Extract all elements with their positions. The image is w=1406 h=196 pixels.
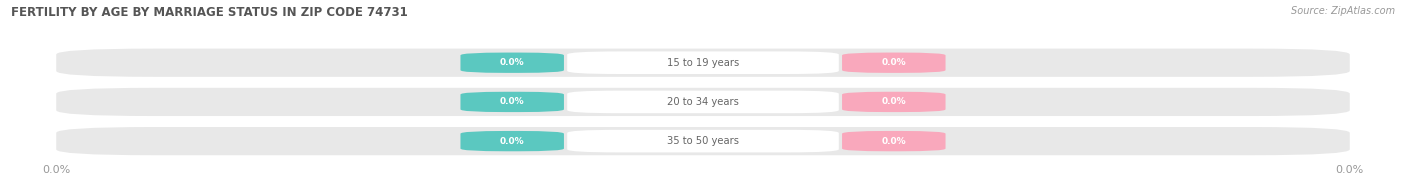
FancyBboxPatch shape [842, 131, 946, 151]
FancyBboxPatch shape [56, 49, 1350, 77]
Text: 0.0%: 0.0% [882, 137, 905, 146]
FancyBboxPatch shape [56, 127, 1350, 155]
Text: 0.0%: 0.0% [501, 58, 524, 67]
FancyBboxPatch shape [567, 130, 839, 152]
FancyBboxPatch shape [461, 131, 564, 151]
Text: 0.0%: 0.0% [882, 58, 905, 67]
Text: 35 to 50 years: 35 to 50 years [666, 136, 740, 146]
FancyBboxPatch shape [842, 92, 946, 112]
Text: 15 to 19 years: 15 to 19 years [666, 58, 740, 68]
Text: 0.0%: 0.0% [501, 97, 524, 106]
FancyBboxPatch shape [842, 53, 946, 73]
Text: 0.0%: 0.0% [501, 137, 524, 146]
Text: FERTILITY BY AGE BY MARRIAGE STATUS IN ZIP CODE 74731: FERTILITY BY AGE BY MARRIAGE STATUS IN Z… [11, 6, 408, 19]
FancyBboxPatch shape [461, 92, 564, 112]
FancyBboxPatch shape [56, 88, 1350, 116]
Text: 0.0%: 0.0% [882, 97, 905, 106]
FancyBboxPatch shape [567, 91, 839, 113]
FancyBboxPatch shape [567, 51, 839, 74]
FancyBboxPatch shape [461, 53, 564, 73]
Text: 20 to 34 years: 20 to 34 years [666, 97, 740, 107]
Text: Source: ZipAtlas.com: Source: ZipAtlas.com [1291, 6, 1395, 16]
